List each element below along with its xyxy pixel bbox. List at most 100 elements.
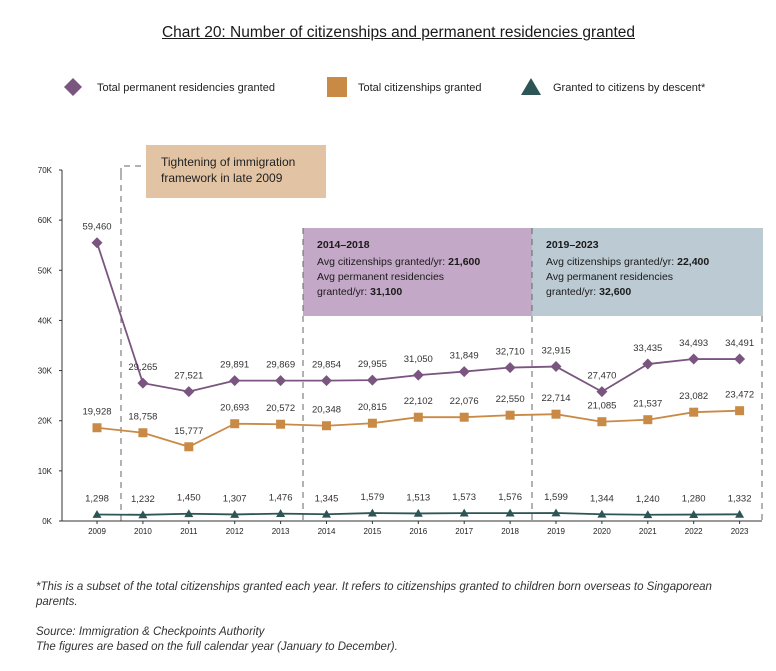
data-label: 18,758 — [128, 412, 157, 423]
calendar-note: The figures are based on the full calend… — [36, 641, 398, 653]
data-point — [138, 510, 148, 519]
data-label: 1,579 — [361, 492, 385, 503]
annotation-value: 31,100 — [370, 286, 402, 298]
data-label: 20,572 — [266, 403, 295, 414]
data-point — [184, 442, 194, 452]
data-point — [92, 509, 102, 518]
annotation-text: framework in late 2009 — [161, 171, 283, 185]
data-label: 1,240 — [636, 494, 660, 505]
data-label: 1,450 — [177, 493, 201, 504]
data-label: 31,849 — [450, 351, 479, 362]
annotation-box-p2014 — [303, 228, 532, 316]
x-tick-label: 2020 — [593, 527, 611, 536]
x-tick-label: 2022 — [685, 527, 703, 536]
data-label: 29,869 — [266, 360, 295, 371]
x-tick-label: 2021 — [639, 527, 657, 536]
annotation-value: 21,600 — [448, 256, 480, 268]
data-point — [412, 369, 424, 381]
data-label: 32,710 — [496, 347, 525, 358]
data-label: 27,470 — [587, 371, 616, 382]
data-label: 27,521 — [174, 371, 203, 382]
data-point — [321, 375, 332, 387]
source-line: Source: Immigration & Checkpoints Author… — [36, 626, 265, 638]
data-point — [413, 508, 423, 517]
data-point — [367, 418, 377, 428]
annotation-box-immigration — [146, 145, 326, 198]
annotation-line: granted/yr: 32,600 — [546, 286, 631, 298]
annotation-line: Avg permanent residencies — [317, 271, 444, 283]
data-label: 15,777 — [174, 426, 203, 437]
x-tick-label: 2018 — [501, 527, 519, 536]
x-tick-label: 2023 — [731, 527, 749, 536]
x-tick-label: 2017 — [455, 527, 473, 536]
data-point — [597, 417, 607, 427]
data-point — [229, 375, 241, 387]
data-point — [735, 509, 745, 518]
annotation-line: granted/yr: 31,100 — [317, 286, 402, 298]
data-label: 21,537 — [633, 399, 662, 410]
data-label: 31,050 — [404, 354, 433, 365]
annotation-value: 32,600 — [599, 286, 631, 298]
data-point — [642, 358, 654, 370]
data-label: 29,265 — [128, 362, 157, 373]
x-tick-label: 2016 — [409, 527, 427, 536]
data-label: 23,082 — [679, 391, 708, 402]
data-point — [138, 428, 148, 438]
legend-square-icon — [327, 77, 347, 97]
legend-label: Granted to citizens by descent* — [553, 82, 706, 94]
data-point — [413, 412, 423, 422]
annotation-label: granted/yr: — [317, 286, 370, 298]
annotation-box-p2019 — [532, 228, 763, 316]
data-label: 1,576 — [498, 492, 522, 503]
data-label: 29,854 — [312, 360, 341, 371]
data-point — [643, 415, 653, 425]
data-label: 29,955 — [358, 359, 387, 370]
data-label: 21,085 — [587, 401, 616, 412]
annotation-layer: Tightening of immigration framework in la… — [120, 145, 763, 521]
data-label: 59,460 — [82, 222, 111, 233]
y-tick-label: 10K — [38, 467, 53, 476]
data-point — [459, 508, 469, 517]
data-label: 1,280 — [682, 494, 706, 505]
annotation-line: Avg citizenships granted/yr: 21,600 — [317, 256, 480, 268]
x-tick-label: 2011 — [180, 527, 198, 536]
y-tick-label: 40K — [38, 316, 53, 325]
chart-title: Chart 20: Number of citizenships and per… — [161, 24, 635, 41]
data-point — [550, 361, 562, 373]
data-label: 22,714 — [541, 393, 570, 404]
series-triangle: 1,298 1,232 1,450 1,307 1,476 1,345 1,579 1,513… — [85, 492, 751, 519]
annotation-value: 22,400 — [677, 256, 709, 268]
data-point — [689, 407, 699, 417]
data-point — [504, 362, 516, 374]
source-note: Source: Immigration & Checkpoints Author… — [36, 625, 756, 655]
annotation-line: Avg permanent residencies — [546, 271, 673, 283]
annotation-label: Avg citizenships granted/yr: — [546, 256, 677, 268]
data-point — [230, 509, 240, 518]
data-point — [92, 423, 102, 433]
y-tick-label: 60K — [38, 216, 53, 225]
x-tick-label: 2010 — [134, 527, 152, 536]
legend-label: Total permanent residencies granted — [97, 82, 275, 94]
data-point — [597, 509, 607, 518]
legend-diamond-icon — [64, 78, 82, 96]
y-tick-label: 0K — [42, 517, 52, 526]
x-tick-label: 2014 — [318, 527, 336, 536]
annotation-title: 2019–2023 — [546, 239, 599, 251]
series-layer: 59,460 29,265 27,521 29,891 29,869 29,854 29,9… — [82, 222, 754, 519]
data-point — [505, 508, 515, 517]
data-point — [688, 353, 700, 365]
data-label: 1,344 — [590, 493, 614, 504]
data-point — [322, 509, 331, 518]
data-point — [183, 386, 195, 398]
data-point — [734, 353, 746, 365]
data-label: 1,232 — [131, 494, 155, 505]
data-label: 22,550 — [496, 394, 525, 405]
series-square: 19,928 18,758 15,777 20,693 20,572 20,348 20,8… — [82, 390, 754, 452]
data-label: 20,348 — [312, 405, 341, 416]
data-point — [276, 419, 286, 429]
annotation-title: 2014–2018 — [317, 239, 370, 251]
annotation-text: Tightening of immigration — [161, 155, 295, 169]
axis-layer: 0K 10K 20K 30K 40K 50K 60K 70K 2009 2010 2011 2012 2… — [38, 166, 762, 536]
data-label: 1,345 — [315, 493, 339, 504]
data-point — [689, 510, 699, 518]
